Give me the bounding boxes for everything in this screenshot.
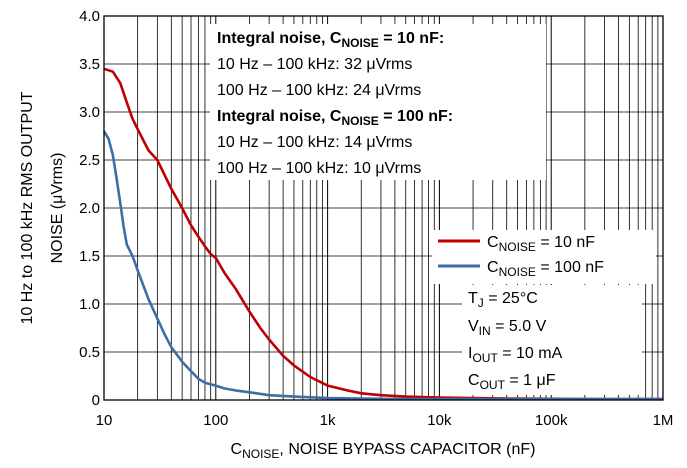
condition-vin: VIN = 5.0 V	[468, 318, 547, 338]
annotation-line3: 10 Hz – 100 kHz: 14 μVrms	[217, 134, 412, 151]
series-group	[102, 67, 663, 401]
legend-label-100nf: CNOISE = 100 nF	[487, 259, 604, 279]
annotation-line2: 100 Hz – 100 kHz: 24 μVrms	[217, 82, 421, 99]
x-tick-label: 1M	[653, 412, 674, 429]
legend-label-10nf: CNOISE = 10 nF	[487, 234, 595, 254]
x-tick-label: 10	[96, 412, 113, 429]
x-tick-label: 100k	[535, 412, 568, 429]
annotation-box	[210, 24, 546, 180]
annotation-boxes	[210, 24, 656, 395]
tick-labels: 10 100 1k 10k 100k 1M 0 0.5 1.0 1.5 2.0 2.5 3.0 3.5 4.…	[79, 8, 673, 429]
y-tick-label: 1.0	[79, 296, 100, 313]
series-line-100nf	[102, 130, 663, 401]
annotation-heading-10nf: Integral noise, CNOISE = 10 nF:	[217, 30, 444, 50]
y-tick-label: 0	[92, 392, 100, 409]
x-tick-label: 100	[203, 412, 228, 429]
annotation-line4: 100 Hz – 100 kHz: 10 μVrms	[217, 160, 421, 177]
y-tick-label: 0.5	[79, 344, 100, 361]
annotation-heading-100nf: Integral noise, CNOISE = 100 nF:	[217, 108, 453, 128]
y-tick-label: 2.5	[79, 152, 100, 169]
y-tick-label: 1.5	[79, 248, 100, 265]
plot-frame	[103, 15, 664, 401]
y-axis-label-line1: 10 Hz to 100 kHz RMS OUTPUT	[19, 91, 36, 324]
x-tick-label: 10k	[427, 412, 452, 429]
legend-box	[432, 230, 656, 284]
y-tick-label: 2.0	[79, 200, 100, 217]
conditions-box	[462, 285, 642, 395]
x-axis-label: CNOISE, NOISE BYPASS CAPACITOR (nF)	[231, 441, 536, 461]
y-tick-label: 4.0	[79, 8, 100, 25]
annotation-line1: 10 Hz – 100 kHz: 32 μVrms	[217, 56, 412, 73]
condition-tj: TJ = 25°C	[468, 290, 538, 310]
condition-cout: COUT = 1 μF	[468, 372, 556, 392]
y-axis-label-line2: NOISE (μVrms)	[49, 153, 66, 264]
y-tick-label: 3.5	[79, 56, 100, 73]
y-tick-label: 3.0	[79, 104, 100, 121]
x-tick-label: 1k	[320, 412, 336, 429]
condition-iout: IOUT = 10 mA	[468, 345, 563, 365]
series-line-10nf	[103, 67, 663, 401]
